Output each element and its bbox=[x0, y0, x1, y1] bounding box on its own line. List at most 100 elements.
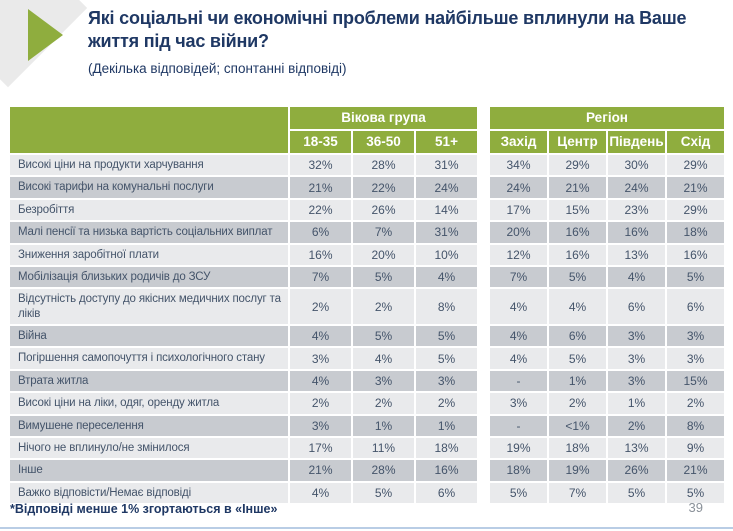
row-label: Важко відповісти/Немає відповіді bbox=[10, 482, 288, 503]
region-value-cell: 7% bbox=[549, 482, 606, 503]
region-value-cell: 16% bbox=[549, 244, 606, 265]
row-label: Нічого не вплинуло/не змінилося bbox=[10, 437, 288, 459]
age-value-cell: 4% bbox=[290, 326, 351, 347]
age-value-cell: 5% bbox=[353, 266, 414, 288]
region-value-cell: 1% bbox=[608, 393, 665, 414]
page-title: Які соціальні чи економічні проблеми най… bbox=[88, 8, 687, 52]
bottom-divider-line bbox=[0, 527, 733, 529]
age-value-cell: 5% bbox=[353, 326, 414, 347]
region-value-cell: 5% bbox=[667, 482, 724, 503]
column-gap bbox=[479, 107, 488, 153]
page-number: 39 bbox=[688, 500, 703, 515]
region-value-cell: 17% bbox=[490, 199, 547, 221]
age-value-cell: 2% bbox=[416, 393, 477, 414]
age-value-cell: 2% bbox=[290, 393, 351, 414]
age-value-cell: 16% bbox=[290, 244, 351, 265]
column-gap bbox=[479, 460, 488, 480]
region-value-cell: 19% bbox=[490, 437, 547, 459]
footnote: *Відповіді менше 1% згортаються в «Інше» bbox=[10, 502, 278, 516]
region-value-cell: 23% bbox=[608, 199, 665, 221]
age-value-cell: 26% bbox=[353, 199, 414, 221]
age-value-cell: 16% bbox=[416, 460, 477, 481]
region-value-cell: 24% bbox=[608, 177, 665, 198]
region-value-cell: 3% bbox=[608, 348, 665, 369]
age-value-cell: 6% bbox=[290, 222, 351, 243]
row-label: Інше bbox=[10, 460, 288, 481]
age-value-cell: 5% bbox=[416, 326, 477, 347]
column-gap bbox=[479, 483, 488, 503]
age-value-cell: 31% bbox=[416, 155, 477, 176]
table-row: Мобілізація близьких родичів до ЗСУ 7% 5% 4… bbox=[10, 266, 724, 288]
age-value-cell: 3% bbox=[416, 370, 477, 392]
row-label: Високі ціни на продукти харчування bbox=[10, 155, 288, 176]
col-header-center: Центр bbox=[549, 131, 606, 153]
age-value-cell: 21% bbox=[290, 177, 351, 198]
region-value-cell: 3% bbox=[608, 326, 665, 347]
table-subheader-row: 18-35 36-50 51+ Захід Центр Південь Схід bbox=[10, 131, 724, 153]
age-value-cell: 1% bbox=[416, 415, 477, 436]
table-row: Вимушене переселення 3% 1% 1% - <1% 2% 8% bbox=[10, 415, 724, 436]
row-label: Зниження заробітної плати bbox=[10, 244, 288, 265]
table-row: Відсутність доступу до якісних медичних … bbox=[10, 289, 724, 324]
region-value-cell: 2% bbox=[608, 415, 665, 436]
column-gap bbox=[479, 245, 488, 265]
col-header-18-35: 18-35 bbox=[290, 131, 351, 153]
age-group-header: Вікова група bbox=[290, 107, 477, 129]
region-value-cell: 15% bbox=[667, 370, 724, 392]
region-value-cell: 2% bbox=[667, 393, 724, 414]
region-value-cell: 19% bbox=[549, 460, 606, 481]
age-value-cell: 8% bbox=[416, 289, 477, 324]
age-value-cell: 21% bbox=[290, 460, 351, 481]
region-group-header: Регіон bbox=[490, 107, 724, 129]
region-value-cell: 30% bbox=[608, 155, 665, 176]
age-value-cell: 17% bbox=[290, 437, 351, 459]
age-value-cell: 28% bbox=[353, 460, 414, 481]
age-value-cell: 14% bbox=[416, 199, 477, 221]
column-gap bbox=[479, 416, 488, 436]
region-value-cell: 29% bbox=[667, 199, 724, 221]
table-row: Втрата житла 4% 3% 3% -1% 3% 15% bbox=[10, 370, 724, 392]
region-value-cell: 13% bbox=[608, 244, 665, 265]
age-value-cell: 7% bbox=[353, 222, 414, 243]
age-value-cell: 3% bbox=[290, 415, 351, 436]
region-value-cell: <1% bbox=[549, 415, 606, 436]
region-value-cell: 34% bbox=[490, 155, 547, 176]
age-value-cell: 32% bbox=[290, 155, 351, 176]
region-value-cell: 21% bbox=[667, 460, 724, 481]
age-value-cell: 1% bbox=[353, 415, 414, 436]
gray-diamond-shape bbox=[0, 0, 88, 88]
row-label: Високі тарифи на комунальні послуги bbox=[10, 177, 288, 198]
region-value-cell: 26% bbox=[608, 460, 665, 481]
column-gap bbox=[479, 289, 488, 324]
region-value-cell: 20% bbox=[490, 222, 547, 243]
table-row: Безробіття 22% 26% 14% 17% 15% 23% 29% bbox=[10, 199, 724, 221]
region-value-cell: 4% bbox=[490, 326, 547, 347]
col-header-51plus: 51+ bbox=[416, 131, 477, 153]
column-gap bbox=[479, 222, 488, 242]
row-label: Вимушене переселення bbox=[10, 415, 288, 436]
age-value-cell: 6% bbox=[416, 482, 477, 503]
region-value-cell: 18% bbox=[490, 460, 547, 481]
region-value-cell: 3% bbox=[608, 370, 665, 392]
age-value-cell: 7% bbox=[290, 266, 351, 288]
region-value-cell: 5% bbox=[549, 348, 606, 369]
region-value-cell: 9% bbox=[667, 437, 724, 459]
region-value-cell: 2% bbox=[549, 393, 606, 414]
column-gap bbox=[479, 393, 488, 413]
region-value-cell: 21% bbox=[549, 177, 606, 198]
row-label: Мобілізація близьких родичів до ЗСУ bbox=[10, 266, 288, 288]
row-label: Втрата житла bbox=[10, 370, 288, 392]
table-group-header-row: Вікова група Регіон bbox=[10, 107, 724, 153]
region-value-cell: 5% bbox=[549, 266, 606, 288]
region-value-cell: 4% bbox=[608, 266, 665, 288]
column-gap bbox=[479, 371, 488, 391]
age-value-cell: 10% bbox=[416, 244, 477, 265]
row-label: Відсутність доступу до якісних медичних … bbox=[10, 289, 288, 324]
column-gap bbox=[479, 177, 488, 197]
age-value-cell: 5% bbox=[353, 482, 414, 503]
region-value-cell: 21% bbox=[667, 177, 724, 198]
table-row: Малі пенсії та низька вартість соціальни… bbox=[10, 222, 724, 243]
region-value-cell: 3% bbox=[667, 326, 724, 347]
age-value-cell: 3% bbox=[353, 370, 414, 392]
table-row: Інше 21% 28% 16% 18% 19% 26% 21% bbox=[10, 460, 724, 481]
